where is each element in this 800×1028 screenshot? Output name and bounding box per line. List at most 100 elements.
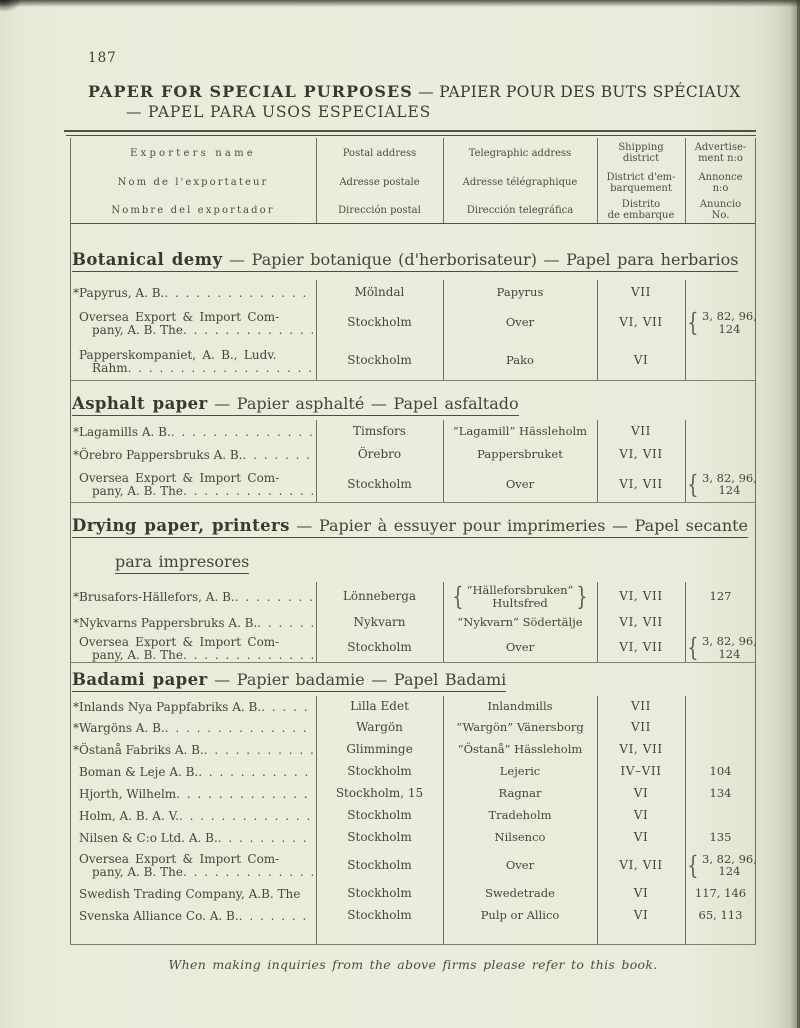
advertisement-cell: 135 [685, 831, 756, 844]
column-separator-4 [684, 582, 686, 662]
exporter-name-line: Svenska Alliance Co. A. B. [79, 908, 313, 923]
shipping-district-text: VI, VII [619, 315, 663, 329]
table-row: *Östanå Fabriks A. B. Glimminge “Östanå” H… [70, 738, 756, 760]
shipping-district-cell: VI, VII [597, 857, 685, 872]
exporter-name-cell: Nilsen & C:o Ltd. A. B. [70, 830, 316, 845]
exporter-name-text: Holm, A. B. A. V. [79, 808, 179, 823]
header-col-telegraphic: Telegraphic address Adresse télégraphiqu… [443, 138, 597, 223]
telegraphic-lines: “Östanå” Hässleholm [458, 743, 583, 756]
shipping-district-cell: IV–VII [597, 764, 685, 778]
section-table: *Inlands Nya Pappfabriks A. B. Lilla Edet… [70, 696, 757, 945]
postal-address-cell: Wargön [316, 721, 443, 734]
telegraphic-address-cell: Over [443, 859, 597, 872]
exporter-name-text: Nilsen & C:o Ltd. A. B. [79, 830, 218, 845]
dot-leader [164, 287, 313, 300]
telegraphic-line: Pulp or Allico [480, 907, 560, 922]
telegraphic-line: Over [505, 315, 535, 330]
header-separator-4 [684, 138, 686, 223]
telegraphic-address-cell: Over [443, 316, 597, 329]
header-col-postal: Postal address Adresse postale Dirección… [316, 138, 443, 223]
table-row: Holm, A. B. A. V. Stockholm Tradeholm VI [70, 804, 756, 826]
table-top-rule-2 [66, 134, 756, 136]
shipping-district-cell: VII [597, 721, 685, 734]
telegraphic-line: “Nykvarn” Södertälje [457, 614, 583, 629]
exporter-name-line: *Brusafors-Hällefors, A. B. [73, 591, 313, 604]
postal-address-cell: Glimminge [316, 742, 443, 756]
section-title-en: Asphalt paper [72, 394, 208, 413]
telegraphic-address-cell: Ragnar [443, 787, 597, 800]
table-row: *Inlands Nya Pappfabriks A. B. Lilla Edet… [70, 696, 756, 717]
right-brace: } [576, 582, 588, 611]
exporter-name-text: Svenska Alliance Co. A. B. [79, 908, 239, 923]
advertisement-line: 3, 82, 96, [702, 470, 757, 485]
postal-address-text: Stockholm [347, 857, 412, 872]
exporter-name-line: Holm, A. B. A. V. [79, 808, 313, 823]
telegraphic-address-cell: Papyrus [443, 286, 597, 299]
postal-address-text: Stockholm [347, 829, 412, 844]
section-title-line2: para impresores [115, 552, 250, 574]
advertisement-lines: 134 [710, 787, 732, 800]
telegraphic-lines: Swedetrade [485, 887, 555, 900]
exporter-name-text: pany, A. B. The [92, 484, 183, 498]
shipping-district-cell: VI [597, 908, 685, 922]
exporter-name-cell: *Wargöns A. B. [70, 720, 316, 735]
exporter-name-cell: Oversea Export & Import Com-pany, A. B. … [70, 470, 316, 498]
telegraphic-lines: “Wargön” Vänersborg [456, 721, 583, 734]
header-separator-3 [596, 138, 598, 223]
advertisement-lines: 127 [710, 590, 732, 603]
shipping-district-cell: VI [597, 807, 685, 822]
shipping-district-text: VI, VII [619, 589, 663, 603]
scan-right-edge [797, 0, 800, 1028]
section-title-en: Drying paper, printers [72, 516, 290, 535]
dot-leader [198, 766, 313, 779]
advertisement-lines: 65, 113 [699, 909, 743, 922]
telegraphic-lines: Pako [506, 354, 534, 367]
header-col-advert: Advertise- ment n:o Annonce n:o Anuncio … [685, 138, 756, 223]
exporter-name-line: Hjorth, Wilhelm [79, 787, 313, 801]
exporter-name-line: pany, A. B. The [79, 648, 313, 662]
telegraphic-lines: Ragnar [499, 787, 542, 800]
dot-leader [204, 744, 313, 757]
table-left-border [70, 138, 71, 944]
section-title-line2-text: para impresores [115, 552, 250, 574]
telegraphic-line: Tradeholm [488, 807, 552, 822]
postal-address-text: Stockholm [347, 476, 412, 491]
telegraphic-line: Nilsenco [494, 829, 546, 844]
section-title-line2-label: para impresores [115, 552, 250, 571]
advertisement-lines: 3, 82, 96, 124 [702, 852, 757, 878]
shipping-district-text: VI [633, 807, 649, 822]
shipping-district-text: VI, VII [619, 857, 663, 872]
shipping-district-cell: VI, VII [597, 477, 685, 491]
column-separator-4 [684, 696, 686, 944]
telegraphic-lines: Lejeric [500, 765, 540, 778]
column-separator-3 [596, 420, 598, 502]
exporter-name-cell: Oversea Export & Import Com-pany, A. B. … [70, 634, 316, 662]
exporter-name-line: pany, A. B. The [79, 866, 313, 879]
exporter-name-cell: Swedish Trading Company, A.B. The [70, 886, 316, 901]
header-exporters-name-es: Nombre del exportador [111, 204, 275, 216]
header-telegraphic-en: Telegraphic address [468, 147, 572, 159]
telegraphic-line: “Hälleforsbruken” [466, 583, 574, 597]
header-col-shipping: Shipping district District d'em- barquem… [597, 138, 685, 223]
exporter-name-cell: Svenska Alliance Co. A. B. [70, 908, 316, 923]
telegraphic-address-cell: “Lagamill” Hässleholm [443, 425, 597, 438]
table-row: *Papyrus, A. B. Mölndal Papyrus VII [70, 280, 756, 304]
header-separator-1 [315, 138, 317, 223]
advertisement-cell: {3, 82, 96, 124 [685, 310, 756, 335]
exporter-name-text: Boman & Leje A. B. [79, 764, 199, 779]
section-title-translations: — Papier badamie — Papel Badami [207, 670, 507, 689]
table-row: Nilsen & C:o Ltd. A. B. Stockholm Nilsenco… [70, 826, 756, 848]
header-bottom-rule [70, 222, 756, 224]
telegraphic-line: Over [505, 476, 535, 491]
advertisement-cell: 104 [685, 765, 756, 778]
postal-address-text: Wargön [356, 720, 403, 734]
exporter-name-line: pany, A. B. The [79, 323, 313, 337]
exporter-name-line: Nilsen & C:o Ltd. A. B. [79, 830, 313, 845]
header-telegraphic-es: Dirección telegráfica [466, 204, 574, 216]
header-postal-en: Postal address [342, 147, 417, 159]
left-brace: { [687, 469, 699, 499]
section-title: Asphalt paper — Papier asphalté — Papel … [72, 394, 519, 416]
left-brace: { [687, 633, 699, 662]
header-advert-es: Anuncio No. [699, 199, 742, 221]
